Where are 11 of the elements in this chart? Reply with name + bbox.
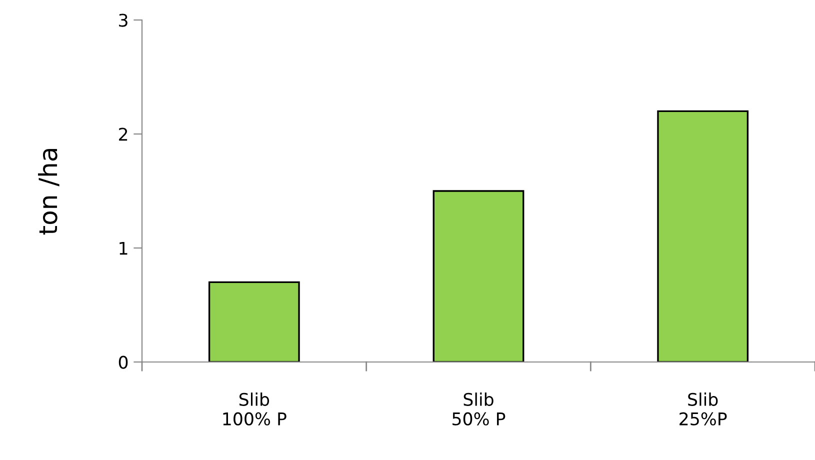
x-tick-label: Slib 50% P (452, 392, 506, 426)
bar (657, 110, 749, 362)
bar (432, 190, 524, 362)
x-tick-label: Slib 100% P (223, 392, 286, 426)
y-tick-label: 0 (118, 356, 128, 369)
y-tick-label: 3 (119, 14, 128, 27)
bar (208, 281, 300, 362)
y-axis-title: ton /ha (38, 149, 60, 235)
y-tick-label: 1 (120, 242, 128, 255)
y-tick-label: 2 (119, 128, 128, 141)
x-tick-label: Slib 25%P (680, 392, 727, 426)
